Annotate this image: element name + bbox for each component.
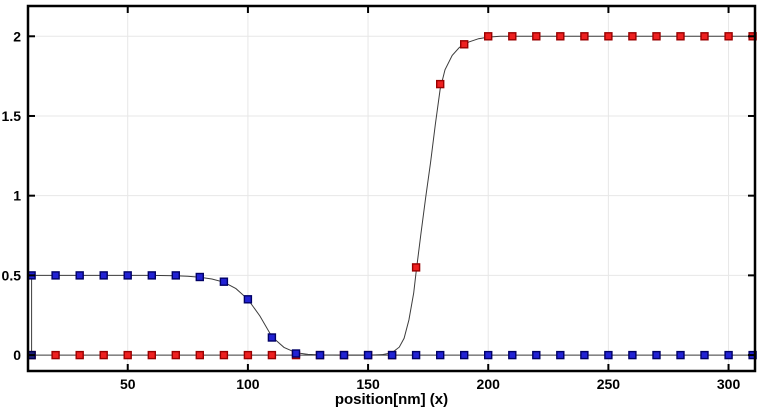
marker-red-profile xyxy=(604,32,613,41)
marker-blue-profile xyxy=(339,350,349,360)
marker-blue-profile xyxy=(700,350,709,360)
marker-blue-profile xyxy=(436,350,445,360)
marker-red-profile xyxy=(460,40,469,49)
marker-blue-profile xyxy=(628,350,637,360)
marker-blue-profile xyxy=(724,350,733,360)
marker-blue-profile xyxy=(195,272,205,282)
marker-red-profile xyxy=(99,350,108,360)
marker-blue-profile xyxy=(580,350,589,360)
x-tick-label: 200 xyxy=(477,376,501,392)
x-tick-label: 300 xyxy=(717,376,741,392)
marker-blue-profile xyxy=(532,350,541,360)
y-tick-label: 2 xyxy=(13,28,21,44)
marker-blue-profile xyxy=(147,271,157,280)
marker-red-profile xyxy=(147,350,157,360)
y-tick-label: 0 xyxy=(13,347,21,363)
marker-red-profile xyxy=(508,32,517,41)
x-tick-label: 150 xyxy=(356,376,380,392)
blue-fit-line xyxy=(31,274,753,356)
marker-blue-profile xyxy=(676,350,685,360)
marker-red-profile xyxy=(628,32,637,41)
marker-blue-profile xyxy=(267,333,277,342)
marker-blue-profile xyxy=(604,350,613,360)
marker-blue-profile xyxy=(219,277,229,286)
marker-red-profile xyxy=(676,32,685,41)
marker-blue-profile xyxy=(75,271,84,280)
y-tick-label: 0.5 xyxy=(2,267,22,283)
marker-red-profile xyxy=(51,350,60,360)
x-tick-label: 100 xyxy=(236,376,260,392)
marker-blue-profile xyxy=(51,271,60,280)
marker-red-profile xyxy=(484,32,493,41)
marker-red-profile xyxy=(243,350,253,360)
marker-red-profile xyxy=(580,32,589,41)
marker-red-profile xyxy=(436,79,445,89)
marker-blue-profile xyxy=(508,350,517,360)
marker-blue-profile xyxy=(315,350,325,360)
marker-blue-profile xyxy=(387,350,397,360)
axis-frame xyxy=(26,4,757,373)
marker-blue-profile xyxy=(484,350,493,360)
marker-red-profile xyxy=(532,32,541,41)
marker-blue-profile xyxy=(291,349,301,358)
marker-blue-profile xyxy=(243,295,253,304)
marker-blue-profile xyxy=(363,350,373,360)
marker-blue-profile xyxy=(99,271,108,280)
marker-blue-profile xyxy=(460,350,469,360)
marker-red-profile xyxy=(411,263,421,272)
marker-red-profile xyxy=(652,32,661,41)
y-tick-label: 1.5 xyxy=(2,108,22,124)
marker-blue-profile xyxy=(652,350,661,360)
red-fit-line xyxy=(31,35,753,356)
marker-blue-profile xyxy=(411,350,421,360)
marker-red-profile xyxy=(123,350,132,360)
marker-blue-profile xyxy=(556,350,565,360)
x-axis-label: position[nm] (x) xyxy=(334,391,449,408)
marker-red-profile xyxy=(700,32,709,41)
marker-red-profile xyxy=(267,350,277,360)
marker-blue-profile xyxy=(171,271,181,280)
marker-red-profile xyxy=(556,32,565,41)
marker-red-profile xyxy=(171,350,181,360)
marker-blue-profile xyxy=(123,271,132,280)
x-tick-label: 250 xyxy=(597,376,621,392)
y-tick-label: 1 xyxy=(13,188,21,204)
x-tick-label: 50 xyxy=(120,376,136,392)
marker-red-profile xyxy=(75,350,84,360)
marker-red-profile xyxy=(219,350,229,360)
marker-red-profile xyxy=(195,350,205,360)
marker-red-profile xyxy=(724,32,733,41)
